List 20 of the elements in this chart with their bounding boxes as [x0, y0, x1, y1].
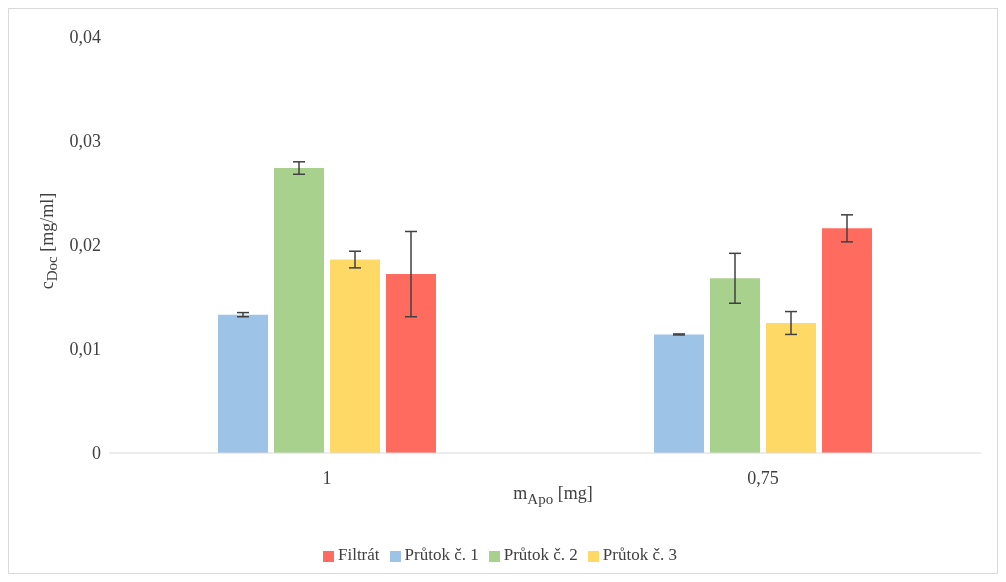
bar: [654, 334, 704, 453]
bar: [330, 259, 380, 453]
x-tick-label: 0,75: [747, 467, 779, 488]
legend-label: Průtok č. 1: [404, 545, 479, 564]
x-axis-title: m$_{Apo}$ [mg]: [513, 483, 593, 507]
bar: [218, 314, 268, 453]
bar: [386, 274, 436, 453]
legend-label: Průtok č. 2: [503, 545, 578, 564]
legend-label: Průtok č. 3: [602, 545, 677, 564]
bar: [766, 323, 816, 453]
bar: [710, 278, 760, 453]
x-tick-label: 1: [322, 467, 332, 488]
y-tick-label: 0,04: [69, 27, 101, 48]
y-tick-label: 0,01: [69, 339, 101, 360]
bar: [822, 228, 872, 453]
y-tick-label: 0,02: [69, 235, 101, 256]
y-tick-label: 0,03: [69, 131, 101, 152]
bar: [274, 168, 324, 453]
legend-label: Filtrát: [338, 545, 380, 564]
y-tick-label: 0: [92, 443, 101, 464]
